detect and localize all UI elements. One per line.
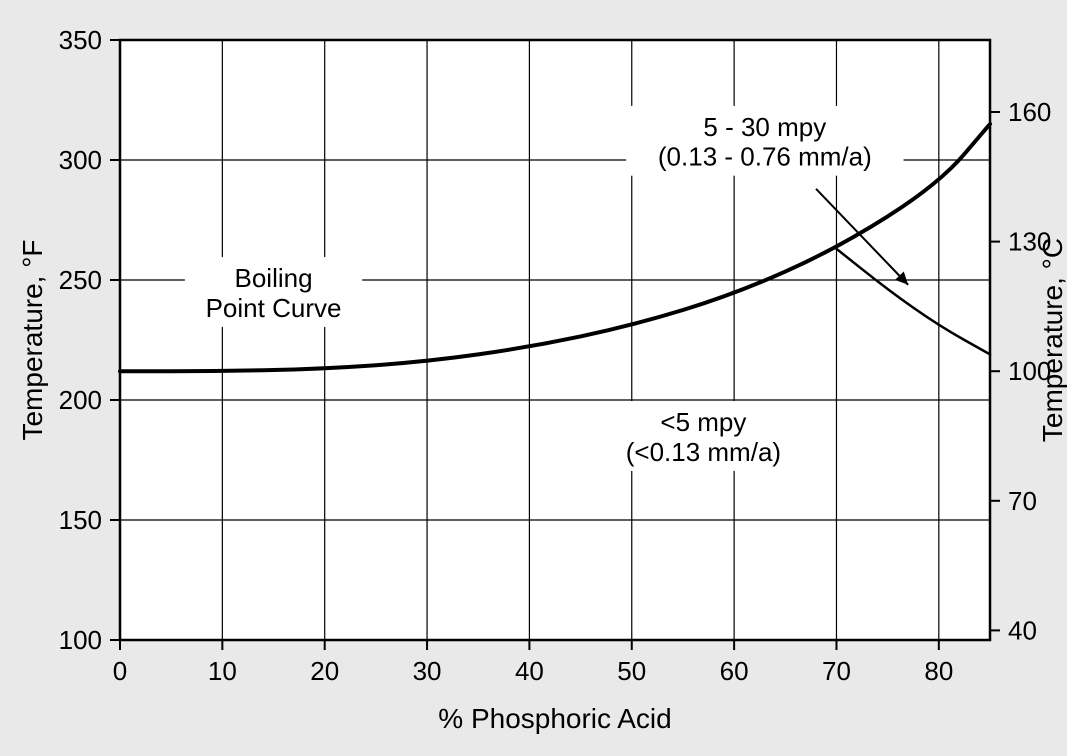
- lower-region-label-line1: <5 mpy: [660, 407, 746, 437]
- y-right-tick-label: 160: [1008, 97, 1051, 127]
- x-tick-label: 10: [208, 656, 237, 686]
- y-left-tick-label: 350: [59, 25, 102, 55]
- chart-container: 0 10 20 30 40 50 60 70 80 % Phosphoric Acid 100 150…: [0, 0, 1067, 756]
- boiling-label-line2: Point Curve: [206, 293, 342, 323]
- upper-region-label-line1: 5 - 30 mpy: [703, 112, 826, 142]
- upper-region-label-line2: (0.13 - 0.76 mm/a): [658, 142, 872, 172]
- x-tick-label: 50: [617, 656, 646, 686]
- y-left-tick-label: 250: [59, 265, 102, 295]
- y-left-tick-label: 150: [59, 505, 102, 535]
- boiling-label-line1: Boiling: [234, 263, 312, 293]
- y-left-tick-label: 100: [59, 625, 102, 655]
- x-tick-label: 40: [515, 656, 544, 686]
- y-left-tick-label: 300: [59, 145, 102, 175]
- y-right-axis-label: Temperature, °C: [1037, 238, 1067, 442]
- x-tick-label: 60: [720, 656, 749, 686]
- y-right-tick-label: 70: [1008, 486, 1037, 516]
- chart-svg: 0 10 20 30 40 50 60 70 80 % Phosphoric Acid 100 150…: [0, 0, 1067, 756]
- x-tick-label: 80: [924, 656, 953, 686]
- x-tick-label: 20: [310, 656, 339, 686]
- x-tick-label: 0: [113, 656, 127, 686]
- x-tick-label: 70: [822, 656, 851, 686]
- y-left-tick-label: 200: [59, 385, 102, 415]
- y-left-axis-label: Temperature, °F: [17, 239, 48, 440]
- y-right-tick-label: 40: [1008, 615, 1037, 645]
- x-axis-label: % Phosphoric Acid: [438, 703, 671, 734]
- x-tick-label: 30: [413, 656, 442, 686]
- lower-region-label-line2: (<0.13 mm/a): [626, 437, 781, 467]
